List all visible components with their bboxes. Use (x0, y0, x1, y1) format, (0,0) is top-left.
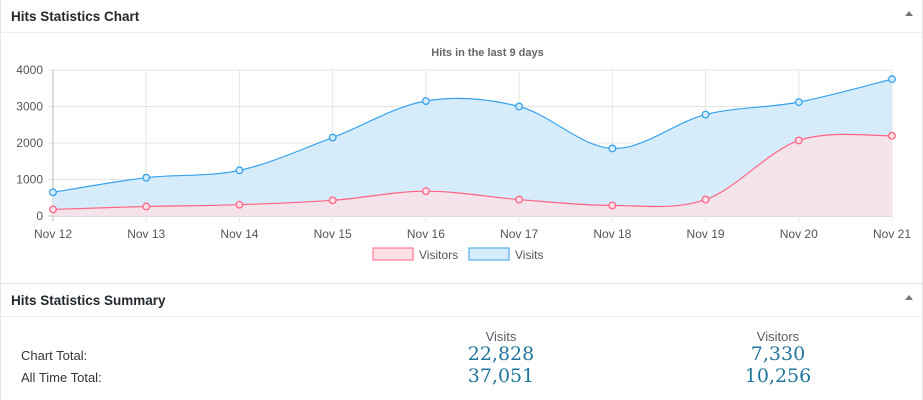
visits-point (888, 75, 896, 84)
x-tick-label: Nov 20 (780, 227, 818, 241)
all-time-visitors: 10,256 (744, 365, 812, 387)
visits-point (515, 102, 524, 111)
x-tick-label: Nov 21 (873, 227, 911, 241)
x-tick-label: Nov 19 (687, 227, 725, 241)
visits-line (52, 78, 893, 193)
visitors-point (235, 200, 244, 209)
visits-point (142, 173, 151, 182)
legend-visits-label: Visits (515, 248, 543, 262)
collapse-toggle-icon[interactable] (905, 295, 913, 300)
chart-total-visits: 22,828 (467, 343, 535, 365)
x-tick-label: Nov 15 (314, 227, 352, 241)
x-tick-label: Nov 12 (34, 227, 72, 241)
visitors-area (53, 134, 892, 216)
chart-total-visitors: 7,330 (750, 343, 806, 365)
visitors-point (328, 196, 337, 205)
visitors-line (52, 133, 893, 211)
x-tick-label: Nov 14 (220, 227, 258, 241)
all-time-total-label: All Time Total: (21, 370, 102, 385)
y-tick-label: 2000 (16, 136, 43, 150)
chart-title: Hits in the last 9 days (431, 47, 543, 59)
hits-chart: Hits in the last 9 days 0 1000 2000 3000 4000… (16, 47, 911, 262)
legend-visitors-label: Visitors (419, 248, 458, 262)
y-tick-label: 3000 (16, 100, 43, 114)
visitors-point (421, 187, 430, 196)
y-tick-label: 0 (36, 209, 43, 223)
visits-point (794, 98, 803, 107)
collapse-toggle-icon[interactable] (905, 11, 913, 16)
summary-panel-header: Hits Statistics Summary (1, 284, 922, 317)
visitors-point (608, 201, 617, 210)
all-time-visits: 37,051 (467, 365, 535, 387)
chart-total-label: Chart Total: (21, 348, 88, 363)
x-tick-label: Nov 13 (127, 227, 165, 241)
visits-point (701, 110, 710, 119)
visitors-point (49, 205, 57, 214)
hits-statistics-summary-panel: Hits Statistics Summary Visits Visitors … (0, 283, 923, 400)
visits-point (421, 97, 430, 105)
y-tick-label: 1000 (16, 173, 43, 187)
visitors-point (794, 136, 803, 145)
chart-panel-header: Hits Statistics Chart (1, 0, 922, 33)
legend-visits-swatch (468, 247, 510, 261)
chart-panel-title: Hits Statistics Chart (11, 9, 140, 24)
visitors-point (701, 195, 710, 204)
visits-point (235, 166, 244, 175)
x-tick-label: Nov 18 (593, 227, 631, 241)
visits-column-header: Visits (485, 329, 517, 344)
visitors-point (515, 195, 524, 204)
y-tick-label: 4000 (16, 63, 43, 77)
visits-area (53, 79, 892, 216)
x-tick-label: Nov 17 (500, 227, 538, 241)
x-tick-label: Nov 16 (407, 227, 445, 241)
visits-point (608, 144, 617, 153)
legend-visitors-swatch (372, 247, 414, 261)
summary-panel-title: Hits Statistics Summary (11, 293, 166, 308)
hits-statistics-chart-panel: Hits Statistics Chart Hits in the last 9… (0, 0, 923, 283)
visitors-point (142, 202, 151, 211)
visitors-point (888, 131, 896, 140)
visits-point (328, 133, 337, 142)
visits-point (49, 188, 57, 197)
visitors-column-header: Visitors (756, 329, 800, 344)
